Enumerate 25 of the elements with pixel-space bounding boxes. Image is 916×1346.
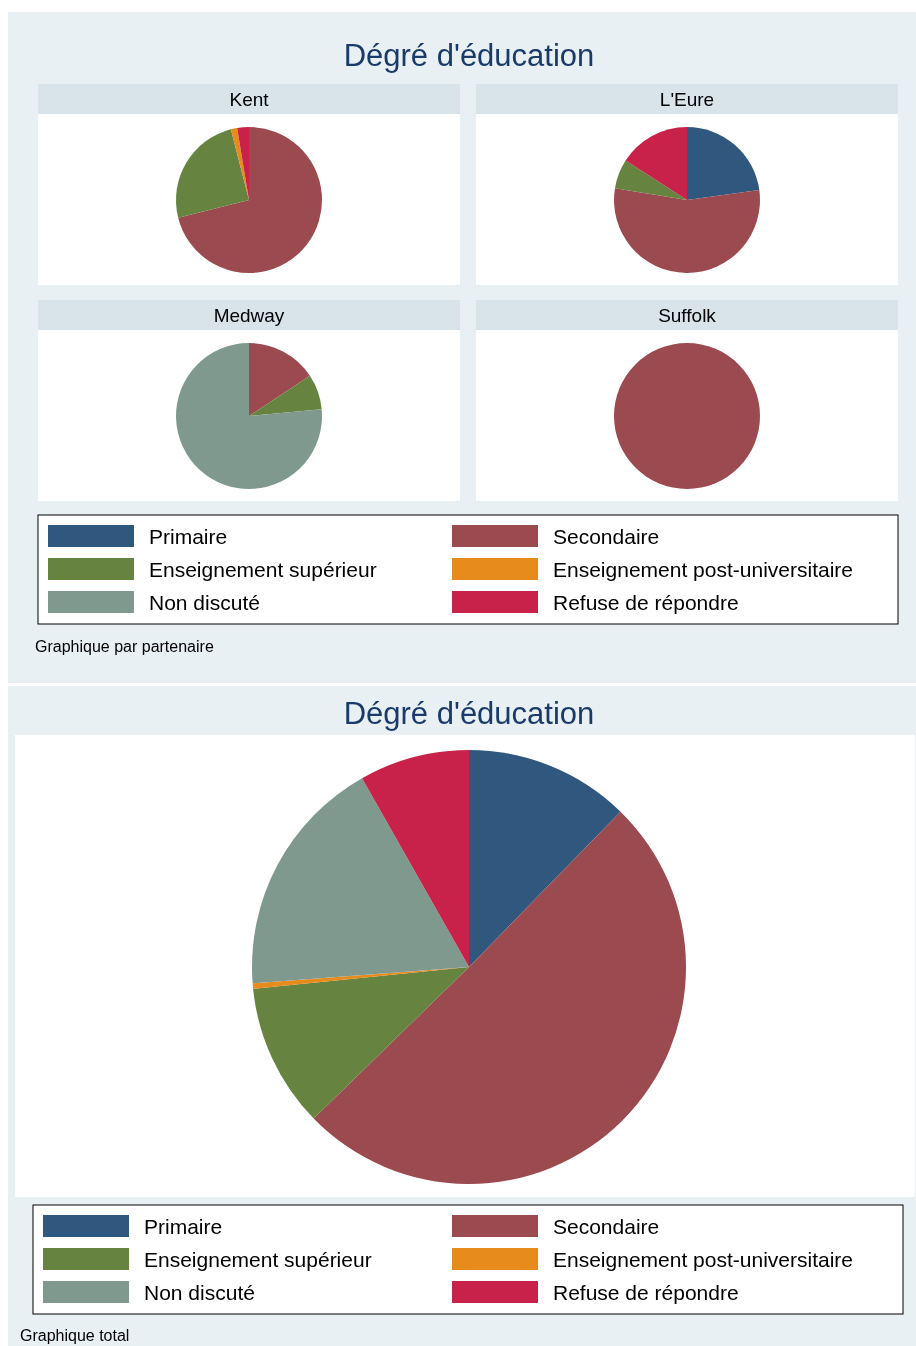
legend-label: Secondaire [553,525,660,548]
legend-label: Refuse de répondre [553,591,739,614]
pie-slice [469,750,621,967]
legend-label: Primaire [149,525,228,548]
legend-label: Enseignement post-universitaire [553,558,853,581]
legend-label: Enseignement supérieur [149,558,377,581]
slice-label: Medway [213,305,285,326]
text: Graphique par partenaire [35,638,214,655]
legend-label: Non discuté [149,591,260,614]
pie-slice [313,811,686,1184]
legend-label: Refuse de répondre [553,1281,739,1304]
chart-title: Dégré d'éducation [343,38,595,73]
legend-label: Secondaire [553,1215,660,1238]
legend-label: Non discuté [144,1281,255,1304]
pie-slice [252,778,469,984]
legend-label: Primaire [144,1215,223,1238]
chart-title: Dégré d'éducation [343,696,595,731]
legend-label: Enseignement supérieur [144,1248,372,1271]
slice-label: L'Eure [659,89,715,110]
pie-slice [253,967,469,1119]
text: Graphique total [20,1327,130,1344]
slice-label: Kent [229,89,270,110]
pie-slice [362,750,469,967]
slice-label: Suffolk [658,305,717,326]
legend-label: Enseignement post-universitaire [553,1248,853,1271]
